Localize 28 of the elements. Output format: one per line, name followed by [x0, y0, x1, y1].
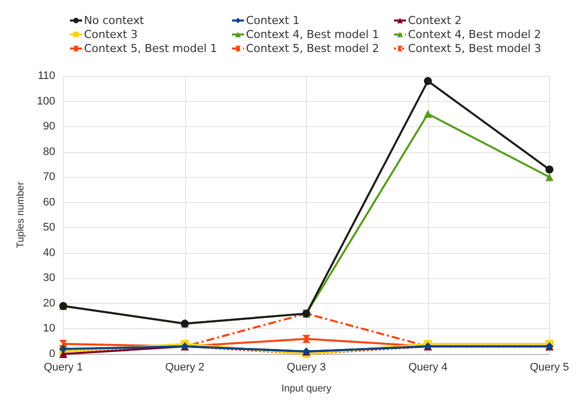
legend-label: No context	[84, 14, 145, 27]
x-axis-title: Input query	[281, 384, 332, 394]
x-tick-label: Query 5	[530, 362, 570, 374]
legend-label: Context 3	[84, 28, 138, 41]
y-tick-label: 110	[38, 70, 56, 82]
y-axis-title: Tuples number	[16, 181, 26, 248]
legend-label: Context 4, Best model 2	[408, 28, 542, 41]
legend-label: Context 5, Best model 2	[246, 42, 380, 55]
y-tick-label: 10	[43, 322, 56, 335]
y-tick-label: 100	[36, 95, 56, 108]
y-tick-label: 60	[43, 196, 56, 208]
legend-label: Context 5, Best model 3	[408, 42, 542, 55]
y-tick-label: 0	[49, 348, 56, 360]
y-tick-label: 50	[43, 222, 56, 234]
y-tick-label: 90	[43, 120, 56, 133]
legend-label: Context 1	[246, 14, 300, 27]
legend-label: Context 2	[408, 14, 462, 27]
y-tick-label: 30	[43, 272, 56, 284]
legend-label: Context 4, Best model 1	[246, 28, 380, 41]
y-tick-label: 70	[43, 171, 56, 184]
x-tick-label: Query 3	[286, 362, 326, 374]
y-tick-label: 20	[43, 297, 56, 310]
y-tick-label: 40	[43, 246, 56, 259]
x-tick-label: Query 2	[165, 362, 204, 374]
x-tick-label: Query 1	[44, 362, 83, 374]
y-tick-label: 80	[43, 146, 56, 158]
x-tick-label: Query 4	[408, 362, 448, 374]
legend-label: Context 5, Best model 1	[84, 42, 218, 55]
